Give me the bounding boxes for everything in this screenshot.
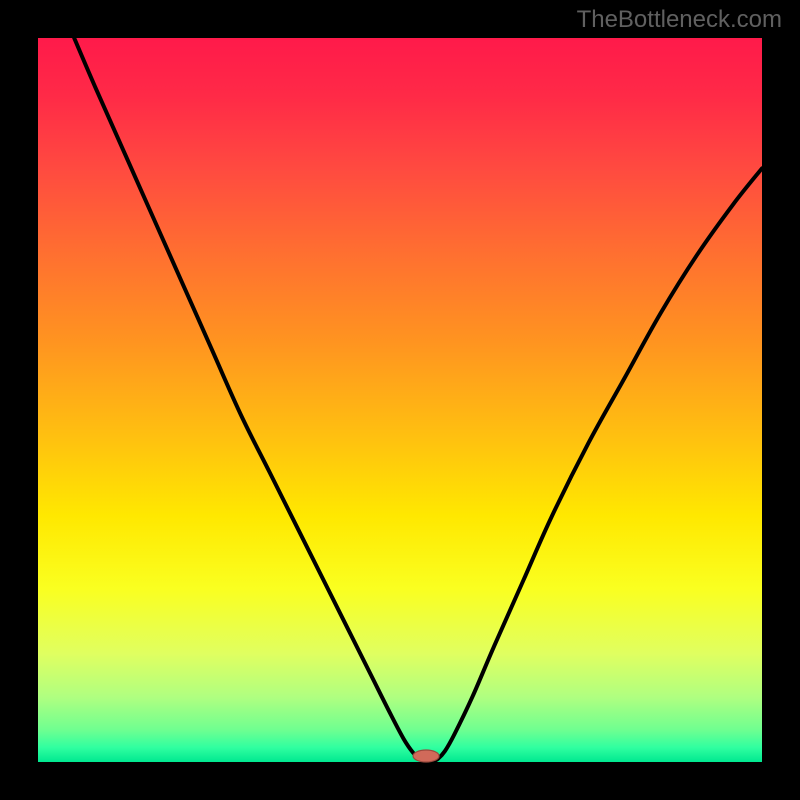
bottleneck-chart [0,0,800,800]
plot-background [38,38,762,762]
chart-svg [0,0,800,800]
watermark-text: TheBottleneck.com [577,6,782,34]
optimal-marker [413,750,439,762]
